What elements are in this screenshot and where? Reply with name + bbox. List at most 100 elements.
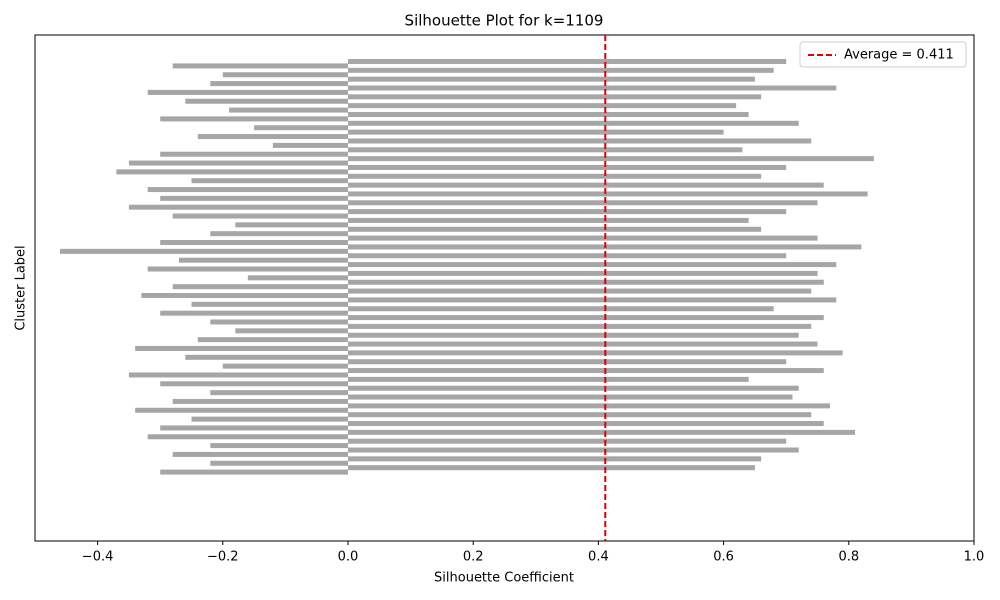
legend-label: Average = 0.411: [844, 48, 954, 63]
silhouette-bar: [348, 111, 749, 117]
silhouette-bar: [160, 240, 348, 246]
silhouette-bar: [348, 359, 787, 365]
silhouette-bar: [147, 434, 348, 440]
silhouette-bar: [348, 456, 762, 462]
silhouette-bar: [172, 284, 348, 290]
silhouette-bar: [172, 398, 348, 404]
silhouette-bar: [348, 235, 818, 241]
silhouette-bar: [210, 443, 348, 449]
silhouette-bar: [272, 142, 348, 148]
silhouette-bar: [147, 89, 348, 95]
silhouette-bar: [222, 72, 348, 78]
silhouette-bar: [348, 156, 874, 162]
silhouette-bar: [348, 279, 824, 285]
silhouette-bar: [247, 275, 348, 281]
silhouette-bar: [160, 381, 348, 387]
silhouette-bar: [172, 63, 348, 69]
silhouette-bar: [348, 262, 837, 268]
x-tick-label: 0.6: [713, 550, 734, 565]
silhouette-bar: [210, 231, 348, 237]
silhouette-bar: [348, 412, 812, 418]
silhouette-bar: [348, 226, 762, 232]
silhouette-bar: [60, 248, 348, 254]
silhouette-bar: [348, 85, 837, 91]
silhouette-bar: [348, 67, 774, 73]
silhouette-bar: [160, 116, 348, 122]
silhouette-bar: [348, 209, 787, 215]
silhouette-bar: [197, 337, 348, 343]
silhouette-bar: [210, 460, 348, 466]
silhouette-bar: [128, 204, 348, 210]
silhouette-bar: [191, 416, 348, 422]
silhouette-bar: [128, 160, 348, 166]
silhouette-bar: [348, 376, 749, 382]
silhouette-bar: [135, 407, 348, 413]
silhouette-bar: [348, 129, 724, 135]
silhouette-bar: [235, 328, 348, 334]
x-tick-label: 0.0: [338, 550, 359, 565]
silhouette-bar: [197, 134, 348, 140]
silhouette-bar: [348, 288, 812, 294]
silhouette-bar: [348, 323, 812, 329]
silhouette-bar: [348, 138, 812, 144]
silhouette-bar: [348, 385, 799, 391]
silhouette-bar: [135, 345, 348, 351]
silhouette-bar: [348, 315, 824, 321]
silhouette-bar: [348, 270, 818, 276]
silhouette-bar: [141, 292, 348, 299]
silhouette-bar: [185, 354, 348, 360]
silhouette-bar: [172, 213, 348, 219]
silhouette-bar: [128, 372, 348, 378]
silhouette-bar: [160, 195, 348, 201]
silhouette-bar: [348, 438, 787, 444]
chart-title: Silhouette Plot for k=1109: [405, 12, 604, 30]
silhouette-bar: [160, 469, 348, 475]
silhouette-bar: [191, 301, 348, 307]
legend-box: [799, 41, 967, 68]
x-tick-label: 0.4: [588, 550, 609, 565]
x-tick-label: 0.2: [463, 550, 484, 565]
y-axis-label: Cluster Label: [14, 245, 29, 330]
silhouette-bar: [185, 98, 348, 104]
silhouette-bar: [210, 319, 348, 325]
silhouette-bar: [348, 447, 799, 453]
silhouette-bar: [348, 120, 799, 126]
silhouette-bar: [147, 266, 348, 272]
silhouette-bar: [222, 363, 348, 369]
silhouette-bar: [210, 81, 348, 87]
silhouette-bar: [348, 59, 787, 65]
x-tick-label: 1.0: [964, 550, 985, 565]
silhouette-bar: [348, 306, 774, 312]
plot-area: [60, 59, 874, 475]
silhouette-bar: [191, 178, 348, 184]
silhouette-bar: [348, 164, 787, 170]
silhouette-bar: [235, 222, 348, 228]
silhouette-bar: [348, 297, 837, 303]
silhouette-bar: [348, 182, 824, 188]
silhouette-bar: [254, 125, 348, 131]
silhouette-bar: [210, 390, 348, 396]
silhouette-bar: [172, 451, 348, 457]
silhouette-bar: [348, 147, 743, 153]
silhouette-bar: [348, 200, 818, 206]
x-tick-label: −0.2: [207, 550, 239, 565]
silhouette-bar: [348, 403, 831, 409]
silhouette-bar: [160, 151, 348, 157]
x-tick-label: −0.4: [82, 550, 114, 565]
x-axis-label: Silhouette Coefficient: [434, 571, 574, 586]
silhouette-bar: [348, 429, 856, 435]
silhouette-bar: [348, 368, 824, 374]
silhouette-bar: [348, 103, 737, 109]
axes-frame: [34, 34, 975, 542]
silhouette-bar: [116, 169, 348, 175]
x-tick-label: 0.8: [838, 550, 859, 565]
silhouette-bar: [348, 76, 755, 82]
silhouette-bar: [348, 465, 755, 471]
silhouette-bar: [348, 253, 787, 259]
silhouette-bar: [147, 187, 348, 193]
silhouette-bar: [160, 310, 348, 316]
silhouette-bar: [229, 107, 348, 113]
silhouette-bar: [348, 94, 762, 100]
silhouette-bar: [348, 217, 749, 223]
